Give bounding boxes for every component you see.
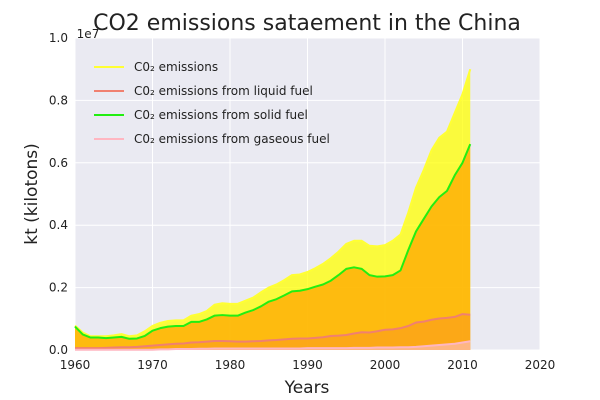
series-line-1 [75,313,471,350]
y-tick-label: 1.0 [49,31,68,45]
legend: C0₂ emissions C0₂ emissions from liquid f… [94,60,330,146]
x-tick-label: 2010 [447,358,478,372]
area-fill-series-2 [75,144,471,350]
y-tick-label: 0.8 [49,93,68,107]
x-tick-labels: 1960 1970 1980 1990 2000 2010 2020 [60,358,556,372]
legend-entry: C0₂ emissions from solid fuel [134,108,308,122]
chart-title: CO2 emissions sataement in the China [93,11,521,36]
y-offset-label: 1e7 [77,27,100,41]
x-tick-label: 1980 [215,358,246,372]
legend-entry: C0₂ emissions [134,60,218,74]
y-tick-label: 0.2 [49,281,68,295]
series-line-3 [75,340,471,351]
series-lines [74,68,472,351]
x-tick-label: 1970 [137,358,168,372]
legend-entry: C0₂ emissions from liquid fuel [134,84,313,98]
x-tick-label: 2000 [370,358,401,372]
y-axis-label: kt (kilotons) [22,143,42,245]
series-line-2 [74,143,472,340]
x-tick-label: 1990 [292,358,323,372]
x-tick-label: 2020 [525,358,556,372]
y-tick-labels: 0.0 0.2 0.4 0.6 0.8 1.0 [49,31,68,357]
series-line-0 [74,68,472,338]
x-tick-label: 1960 [60,358,91,372]
legend-entry: C0₂ emissions from gaseous fuel [134,132,330,146]
x-axis-label: Years [284,378,330,398]
y-tick-label: 0.6 [49,156,68,170]
y-tick-label: 0.0 [49,343,68,357]
y-tick-label: 0.4 [49,218,68,232]
